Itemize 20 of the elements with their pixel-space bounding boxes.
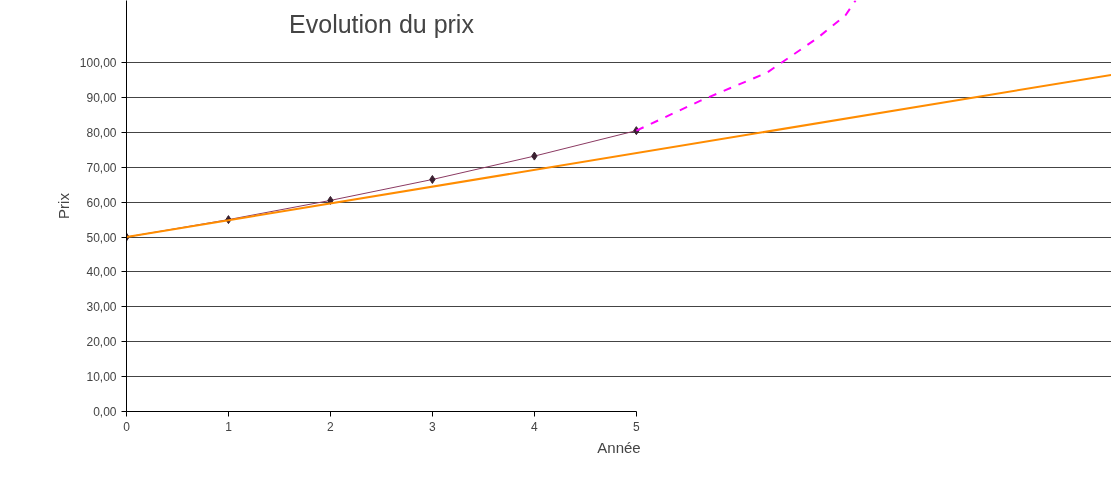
x-tick-label: 3 <box>429 419 437 434</box>
y-tick-label: 50,00 <box>86 230 117 245</box>
y-tick-label: 30,00 <box>86 300 117 315</box>
x-tick-label: 4 <box>531 419 539 434</box>
x-axis-title: Année <box>597 438 641 456</box>
y-tick-label: 0,00 <box>93 405 117 419</box>
y-axis-title: Prix <box>54 192 72 219</box>
y-tick-label: 80,00 <box>86 125 117 140</box>
chart-title: Evolution du prix <box>289 9 475 38</box>
y-tick-label: 10,00 <box>86 370 117 385</box>
x-tick-label: 0 <box>123 419 131 434</box>
y-tick-label: 20,00 <box>86 335 117 350</box>
x-tick-label: 5 <box>633 419 640 434</box>
y-tick-label: 60,00 <box>86 195 117 210</box>
y-tick-label: 100,00 <box>79 56 117 71</box>
y-tick-label: 90,00 <box>86 90 117 105</box>
y-tick-label: 70,00 <box>86 160 117 175</box>
y-tick-label: 40,00 <box>86 265 117 280</box>
x-tick-label: 2 <box>327 419 335 434</box>
x-tick-label: 1 <box>225 419 233 434</box>
